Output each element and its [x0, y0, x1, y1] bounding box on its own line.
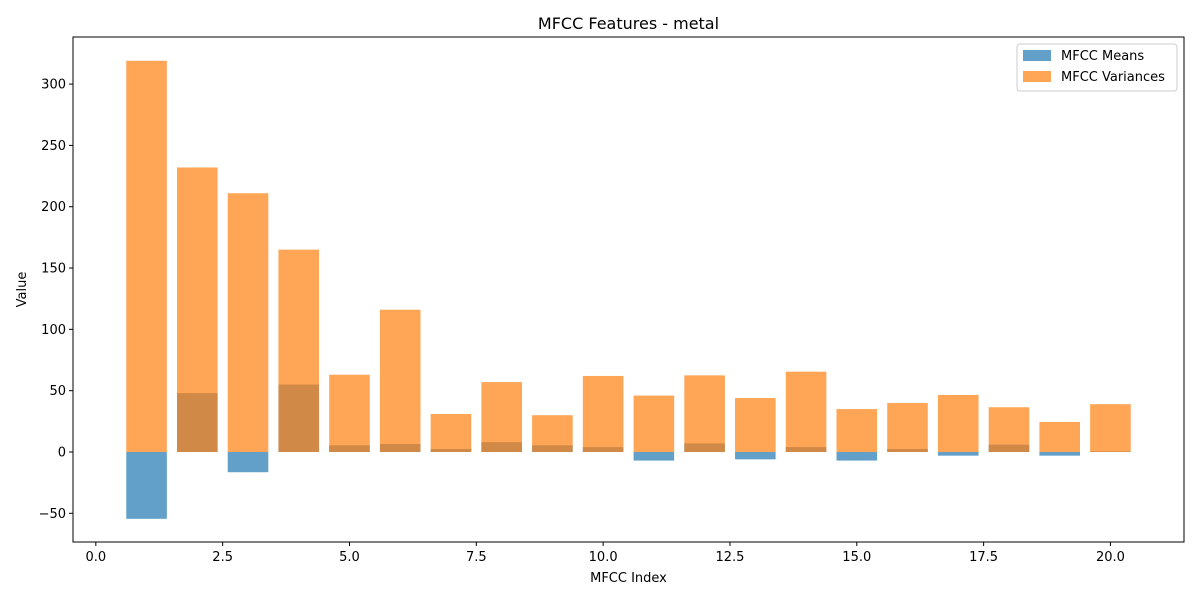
bar-variance-15	[836, 409, 878, 452]
bar-mean-1	[126, 451, 167, 519]
x-axis: 0.0 2.5 5.0 7.5 10.0 12.5 15.0 17.5 20.0	[85, 542, 1125, 565]
bar-variance-14	[785, 371, 827, 452]
bar-variance-19	[1039, 421, 1081, 452]
x-tick-label: 5.0	[339, 550, 360, 565]
bar-variance-18	[988, 407, 1030, 452]
legend-label-variances: MFCC Variances	[1061, 70, 1165, 85]
x-tick-label: 12.5	[715, 550, 744, 565]
y-tick-label: 150	[41, 262, 66, 277]
y-tick-label: 50	[49, 384, 66, 399]
chart-title: MFCC Features - metal	[538, 14, 719, 33]
x-tick-label: 17.5	[969, 550, 998, 565]
x-tick-label: 10.0	[589, 550, 618, 565]
y-tick-label: −50	[39, 507, 66, 522]
bar-variance-11	[633, 395, 675, 452]
bar-variance-1	[126, 60, 167, 452]
bar-mean-13	[735, 451, 776, 460]
y-axis: −50 0 50 100 150 200 250 300	[39, 78, 73, 522]
bar-variance-20	[1090, 404, 1131, 452]
y-tick-label: 0	[58, 445, 66, 460]
bar-variance-5	[329, 374, 370, 452]
bar-variance-12	[684, 375, 725, 452]
bar-variance-10	[582, 375, 624, 452]
plot-frame	[72, 36, 1185, 543]
y-tick-label: 250	[41, 139, 66, 154]
bar-mean-11	[633, 451, 675, 461]
y-tick-label: 100	[41, 323, 66, 338]
y-tick-label: 200	[41, 200, 66, 215]
bar-variance-13	[735, 398, 776, 452]
bar-variance-17	[937, 394, 979, 452]
bar-mean-17	[937, 451, 979, 456]
legend: MFCC Means MFCC Variances	[1016, 43, 1178, 92]
legend-label-means: MFCC Means	[1061, 49, 1144, 64]
bar-variance-16	[887, 402, 928, 452]
x-tick-label: 15.0	[842, 550, 871, 565]
x-tick-label: 20.0	[1096, 550, 1125, 565]
bar-mean-3	[227, 451, 269, 473]
x-tick-label: 0.0	[85, 550, 106, 565]
legend-box	[1016, 43, 1178, 92]
bar-variance-7	[430, 413, 472, 452]
bar-variance-2	[176, 167, 218, 452]
legend-swatch-variances	[1023, 71, 1051, 82]
x-tick-label: 2.5	[212, 550, 233, 565]
y-tick-label: 300	[41, 78, 66, 93]
bar-variance-4	[278, 249, 320, 452]
series-variances-bars	[126, 60, 1131, 452]
bar-variance-6	[379, 309, 421, 452]
bar-mean-15	[836, 451, 878, 461]
bar-variance-8	[481, 382, 522, 452]
bar-variance-9	[532, 415, 573, 452]
legend-swatch-means	[1023, 50, 1051, 61]
x-axis-title: MFCC Index	[590, 571, 667, 586]
y-axis-title: Value	[15, 272, 30, 308]
bar-mean-19	[1039, 451, 1081, 456]
bar-variance-3	[227, 193, 269, 452]
x-tick-label: 7.5	[466, 550, 487, 565]
